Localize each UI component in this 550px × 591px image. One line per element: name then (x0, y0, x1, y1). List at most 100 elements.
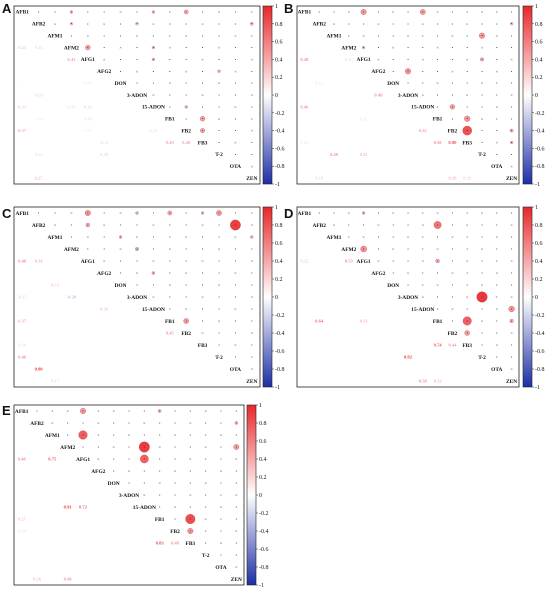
nonsig-mark: × (201, 93, 204, 98)
diagonal-label: 3-ADON (119, 493, 139, 499)
sig-mark: • (190, 528, 192, 533)
diagonal-label: OTA (491, 164, 502, 170)
dot-mark: • (98, 433, 100, 438)
corr-circle (360, 245, 367, 253)
colorbar-tick-label: -0.2 (275, 111, 285, 117)
diagonal-label: 3-ADON (398, 93, 418, 99)
colorbar-tick-label: -1 (275, 182, 280, 188)
nonsig-mark: × (218, 81, 221, 86)
sig-mark: • (437, 222, 439, 227)
nonsig-mark: × (466, 259, 469, 264)
coef-value: 0.48 (18, 457, 27, 462)
sig-mark: • (437, 258, 439, 263)
sig-mark: • (218, 69, 220, 74)
dot-mark: • (481, 104, 483, 109)
colorbar-tick-label: -1 (275, 385, 280, 391)
dot-mark: • (251, 355, 253, 360)
sig-mark: • (169, 210, 171, 215)
dot-mark: • (136, 57, 138, 62)
dot-mark: • (511, 235, 513, 240)
colorbar-tick-label: -0.6 (259, 547, 269, 553)
dot-mark: • (174, 493, 176, 498)
coef-value: 0.16 (35, 45, 44, 50)
sig-mark: • (363, 45, 365, 50)
sig-mark: • (153, 9, 155, 14)
corr-circle (233, 444, 240, 450)
dot-mark: • (452, 81, 454, 86)
nonsig-mark: × (466, 223, 469, 228)
coef-value: 0.16 (18, 343, 27, 348)
dot-mark: • (378, 235, 380, 240)
nonsig-mark: × (54, 21, 57, 26)
dot-mark: • (392, 223, 394, 228)
nonsig-mark: × (251, 331, 254, 336)
nonsig-mark: × (201, 259, 204, 264)
dot-mark: • (169, 271, 171, 276)
dot-mark: • (437, 21, 439, 26)
dot-mark: • (466, 104, 468, 109)
colorbar-tick-label: -1 (535, 385, 540, 391)
dot-mark: • (318, 10, 320, 15)
dot-mark: • (153, 211, 155, 216)
coef-value: 0.80 (448, 140, 457, 145)
dot-mark: • (235, 319, 237, 324)
nonsig-mark: × (422, 57, 425, 62)
dot-mark: • (251, 271, 253, 276)
colorbar (246, 404, 257, 586)
dot-mark: • (220, 553, 222, 558)
coef-value: -0.06 (34, 116, 44, 121)
nonsig-mark: × (377, 57, 380, 62)
nonsig-mark: × (158, 481, 161, 486)
dot-mark: • (452, 295, 454, 300)
corr-circle (184, 105, 188, 109)
nonsig-mark: × (348, 10, 351, 15)
nonsig-mark: × (510, 164, 513, 169)
diagonal-label: AFB2 (32, 223, 46, 229)
nonsig-mark: × (348, 211, 351, 216)
nonsig-mark: × (66, 409, 69, 414)
dot-mark: • (218, 93, 220, 98)
coef-value: 0.17 (51, 379, 60, 384)
coef-value: 0.48 (18, 259, 27, 264)
colorbar-tick-label: 0.4 (535, 57, 543, 63)
diagonal-label: AFB1 (15, 211, 29, 217)
dot-mark: • (202, 307, 204, 312)
diagonal-label: FB3 (198, 343, 208, 349)
coef-value: 0.48 (300, 57, 309, 62)
sig-mark: • (87, 45, 89, 50)
sig-mark: • (87, 222, 89, 227)
dot-mark: • (169, 69, 171, 74)
dot-mark: • (185, 223, 187, 228)
sig-mark: • (144, 456, 146, 461)
sig-mark: • (363, 246, 365, 251)
dot-mark: • (120, 57, 122, 62)
dot-mark: • (54, 211, 56, 216)
colorbar-tick-label: 0.8 (275, 22, 283, 28)
nonsig-mark: × (392, 211, 395, 216)
colorbar-tick-label: -0.8 (259, 565, 269, 571)
dot-mark: • (511, 211, 513, 216)
nonsig-mark: × (510, 93, 513, 98)
dot-mark: • (169, 21, 171, 26)
nonsig-mark: × (451, 271, 454, 276)
dot-mark: • (466, 307, 468, 312)
sig-mark: • (136, 210, 138, 215)
nonsig-mark: × (235, 529, 238, 534)
dot-mark: • (136, 45, 138, 50)
dot-mark: • (452, 211, 454, 216)
colorbar-tick-label: 0.4 (535, 259, 543, 265)
coef-value: 0.49 (374, 93, 383, 98)
diagonal-label: AFG2 (91, 469, 105, 475)
dot-mark: • (481, 259, 483, 264)
dot-mark: • (407, 247, 409, 252)
dot-mark: • (202, 45, 204, 50)
diagonal-label: AFM2 (60, 445, 75, 451)
corr-circle (135, 22, 139, 26)
nonsig-mark: × (333, 21, 336, 26)
diagonal-label: T-2 (202, 553, 210, 559)
dot-mark: • (218, 128, 220, 133)
dot-mark: • (496, 45, 498, 50)
dot-mark: • (185, 211, 187, 216)
dot-mark: • (120, 69, 122, 74)
